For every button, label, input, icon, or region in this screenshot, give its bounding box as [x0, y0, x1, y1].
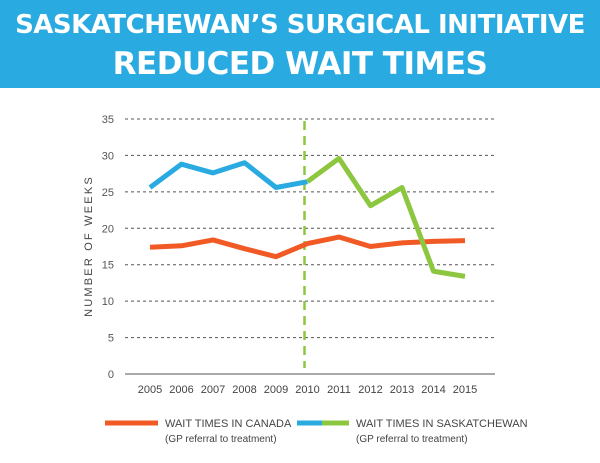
- grid-layer: [125, 118, 495, 375]
- title-banner: SASKATCHEWAN’S SURGICAL INITIATIVE REDUC…: [0, 0, 600, 88]
- x-tick-label: 2011: [327, 384, 351, 396]
- y-tick-labels: 0 5 10 15 20 25 30 35: [102, 114, 114, 381]
- x-tick-label: 2014: [421, 384, 445, 396]
- y-tick-label: 5: [108, 333, 114, 345]
- legend-canada-note: (GP referral to treatment): [165, 434, 277, 445]
- title-line-1: SASKATCHEWAN’S SURGICAL INITIATIVE: [15, 10, 585, 40]
- x-tick-labels: 2005 2006 2007 2008 2009 2010 2011 2012 2013 2014…: [138, 384, 477, 396]
- y-tick-label: 25: [102, 187, 114, 199]
- legend-sask-note: (GP referral to treatment): [356, 434, 468, 445]
- x-tick-label: 2013: [390, 384, 414, 396]
- x-tick-label: 2015: [453, 384, 477, 396]
- title-line-2: REDUCED WAIT TIMES: [112, 46, 488, 82]
- legend-canada-label: WAIT TIMES IN CANADA: [165, 418, 292, 430]
- series-line-saskatchewan-before: [148, 160, 308, 190]
- x-tick-label: 2007: [201, 384, 225, 396]
- x-tick-label: 2012: [358, 384, 382, 396]
- x-tick-label: 2006: [169, 384, 193, 396]
- y-axis-label: NUMBER OF WEEKS: [83, 175, 95, 317]
- y-tick-label: 10: [102, 296, 114, 308]
- x-tick-label: 2005: [138, 384, 162, 396]
- y-tick-label: 0: [108, 369, 114, 381]
- y-tick-label: 35: [102, 114, 114, 126]
- y-tick-label: 15: [102, 260, 114, 272]
- x-tick-label: 2008: [232, 384, 256, 396]
- series-line-canada: [149, 234, 466, 260]
- y-tick-label: 20: [102, 223, 114, 235]
- legend-sask-label: WAIT TIMES IN SASKATCHEWAN: [356, 418, 528, 430]
- series-line-saskatchewan-after: [306, 155, 466, 279]
- series-layer: [148, 155, 466, 279]
- x-tick-label: 2009: [264, 384, 288, 396]
- y-tick-label: 30: [102, 150, 114, 162]
- legend: WAIT TIMES IN CANADA (GP referral to tre…: [105, 418, 528, 445]
- x-tick-label: 2010: [295, 384, 319, 396]
